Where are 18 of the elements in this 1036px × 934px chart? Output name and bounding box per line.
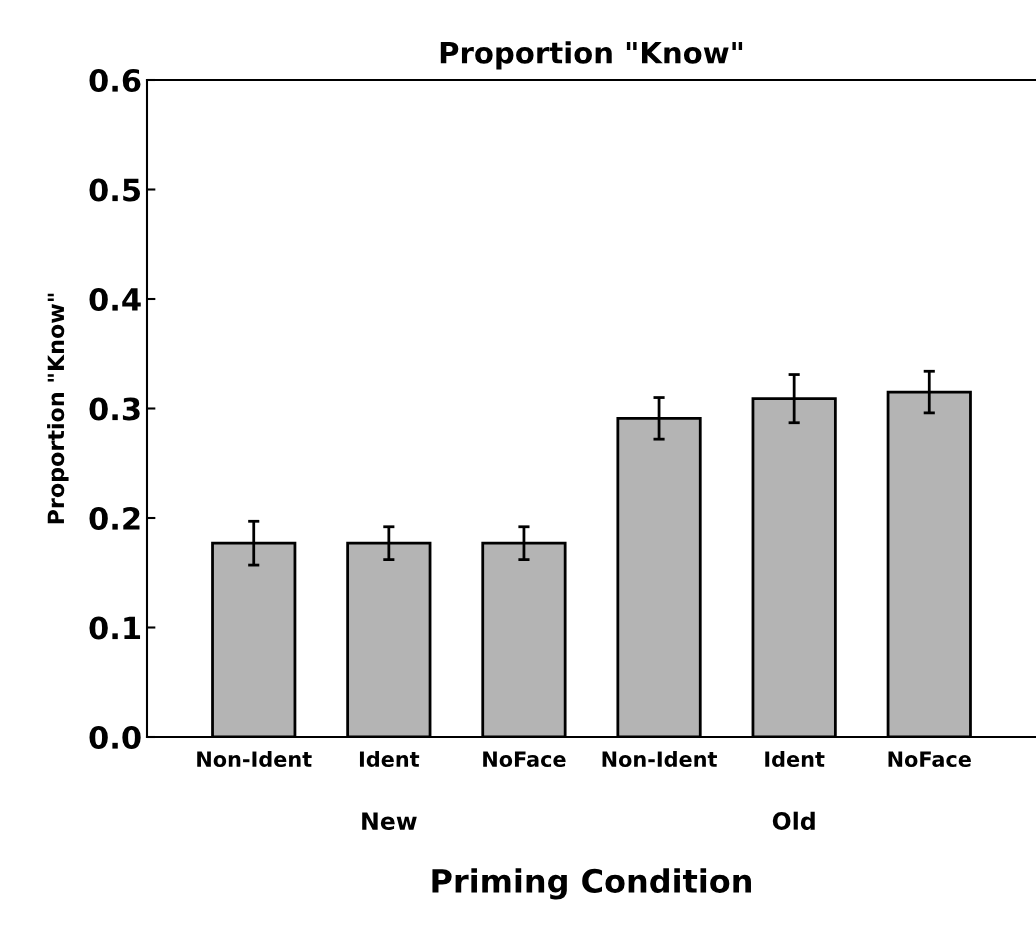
- x-tick-label: Non-Ident: [602, 750, 717, 768]
- x-tick-label: Non-Ident: [197, 750, 312, 768]
- x-tick-label: NoFace: [888, 751, 971, 768]
- y-tick-label: 0.2: [89, 506, 140, 531]
- text: Old: [772, 811, 815, 830]
- y-tick-label: 0.3: [89, 397, 140, 421]
- chart-title: Proportion "Know": [440, 41, 743, 70]
- x-tick-label: Ident: [765, 750, 825, 768]
- y-tick-label: 0.6: [89, 68, 141, 93]
- y-tick-label: 0.1: [89, 616, 141, 640]
- y-tick-label: 0.4: [89, 287, 141, 312]
- y-axis-title: Proportion "Know": [47, 293, 69, 524]
- y-tick-label: 0.5: [89, 178, 141, 202]
- x-tick-label: Ident: [359, 750, 420, 768]
- x-axis-title: Priming Condition: [432, 868, 751, 900]
- y-tick-label: 0.0: [89, 725, 141, 750]
- x-tick-label: NoFace: [483, 751, 566, 768]
- text: New: [362, 812, 417, 830]
